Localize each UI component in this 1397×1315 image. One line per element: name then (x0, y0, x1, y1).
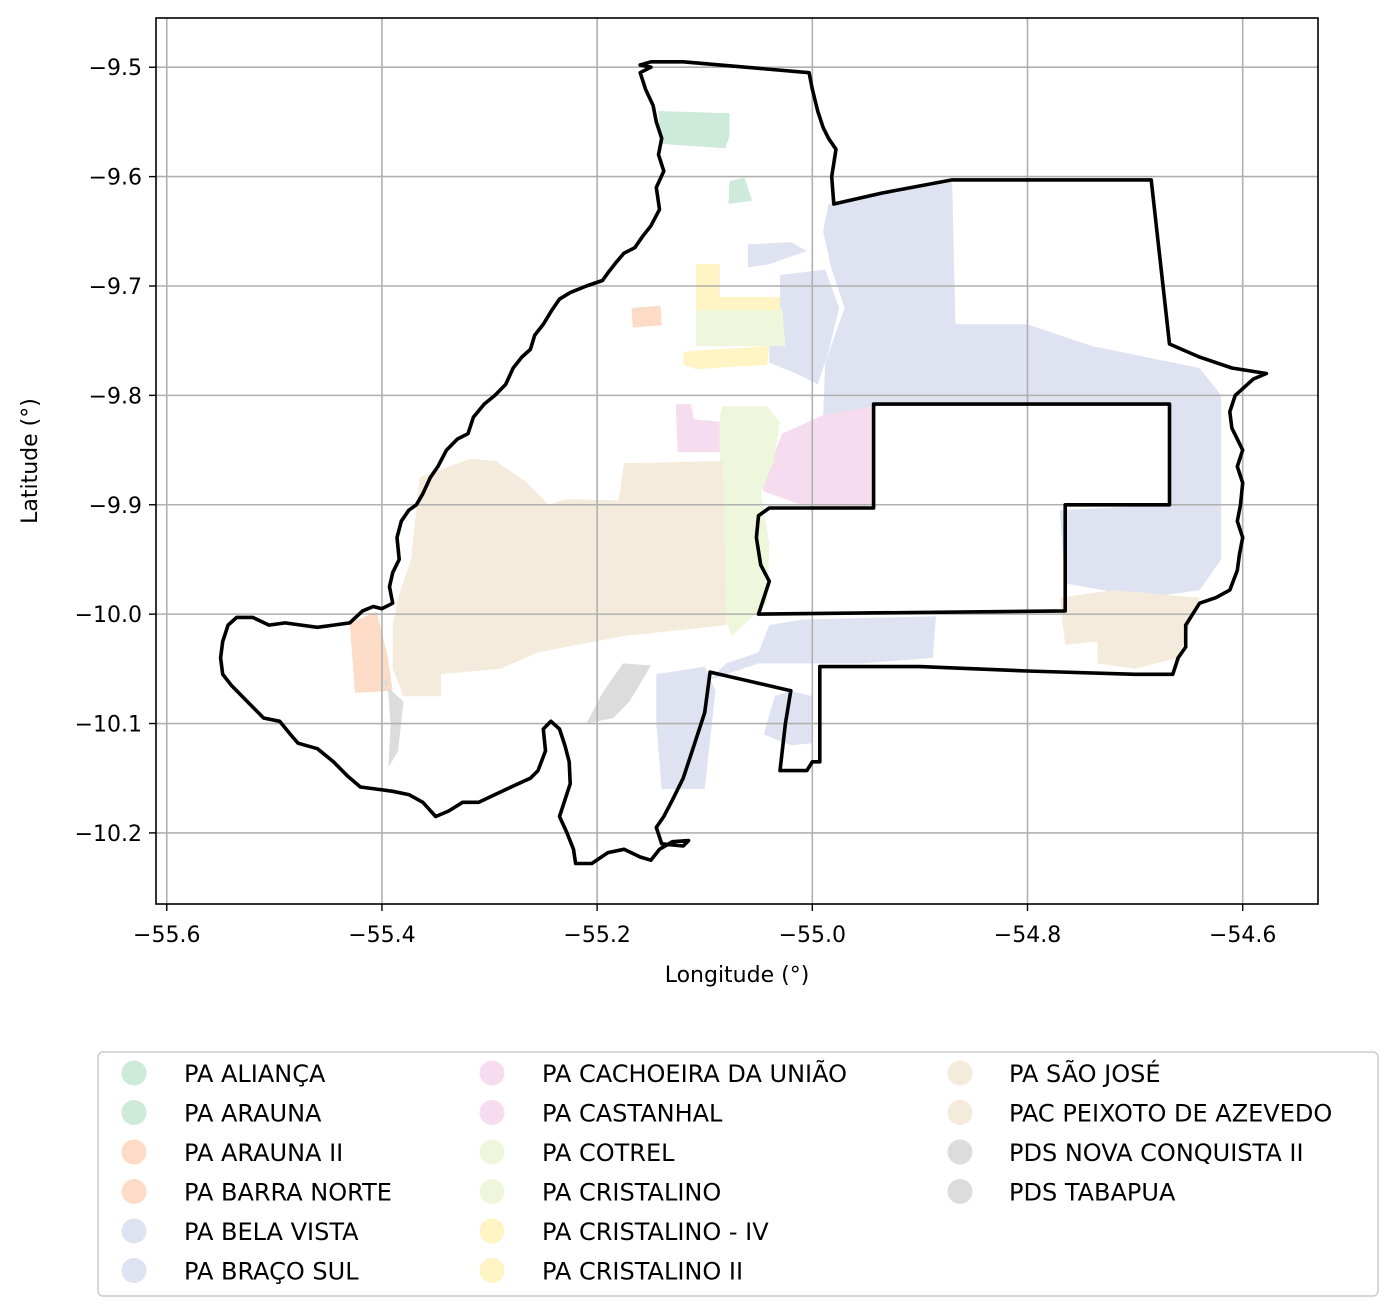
region-pds-nova-conquista-ii (586, 663, 651, 724)
legend-label: PA BRAÇO SUL (184, 1258, 359, 1286)
legend-marker (479, 1139, 505, 1165)
x-tick-label: −55.2 (563, 923, 630, 948)
legend-entry-pa-cachoeira-da-uniao: PA CACHOEIRA DA UNIÃO (479, 1058, 847, 1088)
legend-entry-pa-cotrel: PA COTREL (479, 1139, 675, 1167)
legend-label: PDS TABAPUA (1009, 1179, 1176, 1207)
legend-entry-pa-barra-norte: PA BARRA NORTE (121, 1179, 392, 1207)
region-pa-cachoeira-da-uniao (756, 406, 874, 511)
legend-entry-pa-alianca: PA ALIANÇA (121, 1060, 326, 1088)
legend-marker (479, 1218, 505, 1244)
legend-label: PA SÃO JOSÉ (1009, 1058, 1161, 1088)
x-tick-label: −55.4 (348, 923, 415, 948)
y-tick-label: −9.7 (89, 275, 142, 300)
region-pa-braco-sul-part-3 (710, 616, 936, 680)
y-tick-label: −9.9 (89, 494, 142, 519)
grid-lines (156, 18, 1318, 904)
legend-entry-pa-sao-jose: PA SÃO JOSÉ (947, 1058, 1161, 1088)
legend-marker (479, 1258, 505, 1283)
legend-label: PA CRISTALINO - IV (542, 1218, 769, 1246)
boundary-inner-cutout (754, 402, 1172, 616)
region-pa-sao-jose (1059, 590, 1200, 669)
municipality-boundary (218, 59, 1269, 866)
region-pa-cristalino-ii (696, 264, 780, 311)
legend-label: PA BELA VISTA (184, 1218, 359, 1246)
y-tick-label: −10.2 (75, 822, 142, 847)
y-tick-label: −10.1 (75, 713, 142, 738)
legend-entry-pa-cristalino: PA CRISTALINO (479, 1179, 721, 1207)
legend: PA ALIANÇA PA ARAUNA PA ARAUNA II PA BARRA … (97, 1051, 1379, 1297)
region-pa-castanhal (675, 404, 720, 453)
legend-marker (121, 1218, 147, 1244)
legend-marker (121, 1139, 147, 1165)
legend-entry-pa-cristalino-ii: PA CRISTALINO II (479, 1258, 743, 1286)
legend-marker (121, 1179, 147, 1204)
x-tick-label: −54.6 (1209, 923, 1276, 948)
legend-marker (121, 1258, 147, 1283)
legend-label: PA CRISTALINO II (542, 1258, 743, 1286)
legend-marker (121, 1100, 147, 1125)
legend-marker (479, 1100, 505, 1125)
legend-label: PA ARAUNA II (184, 1139, 343, 1167)
legend-label: PAC PEIXOTO DE AZEVEDO (1009, 1100, 1332, 1128)
legend-marker (947, 1100, 973, 1125)
legend-entry-pac-peixoto-de-azevedo: PAC PEIXOTO DE AZEVEDO (947, 1100, 1332, 1128)
legend-marker (947, 1179, 973, 1204)
legend-entry-pa-arauna-ii: PA ARAUNA II (121, 1139, 343, 1167)
legend-marker (947, 1060, 973, 1086)
x-tick-label: −54.8 (994, 923, 1061, 948)
legend-label: PA ALIANÇA (184, 1060, 326, 1088)
x-axis-ticks: −55.6 −55.4 −55.2 −55.0 −54.8 −54.6 (133, 904, 1276, 948)
legend-marker (479, 1060, 505, 1086)
y-tick-label: −9.8 (89, 384, 142, 409)
y-axis-label: Latitude (°) (18, 398, 43, 524)
legend-marker (479, 1179, 505, 1204)
legend-label: PA CRISTALINO (542, 1179, 721, 1207)
region-pa-arauna-ii (631, 305, 662, 328)
legend-entry-pa-arauna: PA ARAUNA (121, 1100, 322, 1128)
legend-label: PDS NOVA CONQUISTA II (1009, 1139, 1304, 1167)
region-pa-braco-sul-part-1 (769, 269, 840, 385)
x-axis-label: Longitude (°) (665, 963, 810, 988)
legend-label: PA ARAUNA (184, 1100, 322, 1128)
region-pac-peixoto-de-azevedo (392, 458, 727, 697)
y-tick-label: −10.0 (75, 603, 142, 628)
region-pa-arauna (728, 177, 753, 204)
legend-entry-pa-castanhal: PA CASTANHAL (479, 1100, 723, 1128)
y-tick-label: −9.6 (89, 166, 142, 191)
region-pa-cristalino (696, 309, 786, 347)
region-pa-braco-sul-part-4 (656, 666, 716, 790)
legend-marker (947, 1139, 973, 1165)
legend-entries: PA ALIANÇA PA ARAUNA PA ARAUNA II PA BARRA … (121, 1058, 1332, 1286)
legend-marker (121, 1060, 147, 1086)
x-tick-label: −55.0 (779, 923, 846, 948)
legend-entry-pa-cristalino-iv: PA CRISTALINO - IV (479, 1218, 769, 1246)
region-pa-cristalino-iv (683, 346, 770, 370)
legend-label: PA BARRA NORTE (184, 1179, 392, 1207)
region-pa-alianca (658, 111, 730, 149)
legend-entry-pds-tabapua: PDS TABAPUA (947, 1179, 1176, 1207)
legend-label: PA COTREL (542, 1139, 675, 1167)
legend-label: PA CASTANHAL (542, 1100, 723, 1128)
x-tick-label: −55.6 (133, 923, 200, 948)
legend-label: PA CACHOEIRA DA UNIÃO (542, 1058, 847, 1088)
region-pa-cotrel (719, 406, 780, 636)
legend-entry-pds-nova-conquista-ii: PDS NOVA CONQUISTA II (947, 1139, 1304, 1167)
y-tick-label: −9.5 (89, 56, 142, 81)
legend-entry-pa-bela-vista: PA BELA VISTA (121, 1218, 359, 1246)
region-pa-braco-sul-part-2 (747, 242, 807, 268)
y-axis-ticks: −9.5 −9.6 −9.7 −9.8 −9.9 −10.0 −10.1 −10.2 (75, 56, 156, 847)
boundary-outer (218, 59, 1269, 866)
legend-frame (97, 1051, 1379, 1297)
plot-frame (155, 17, 1319, 905)
legend-entry-pa-braco-sul: PA BRAÇO SUL (121, 1258, 359, 1286)
